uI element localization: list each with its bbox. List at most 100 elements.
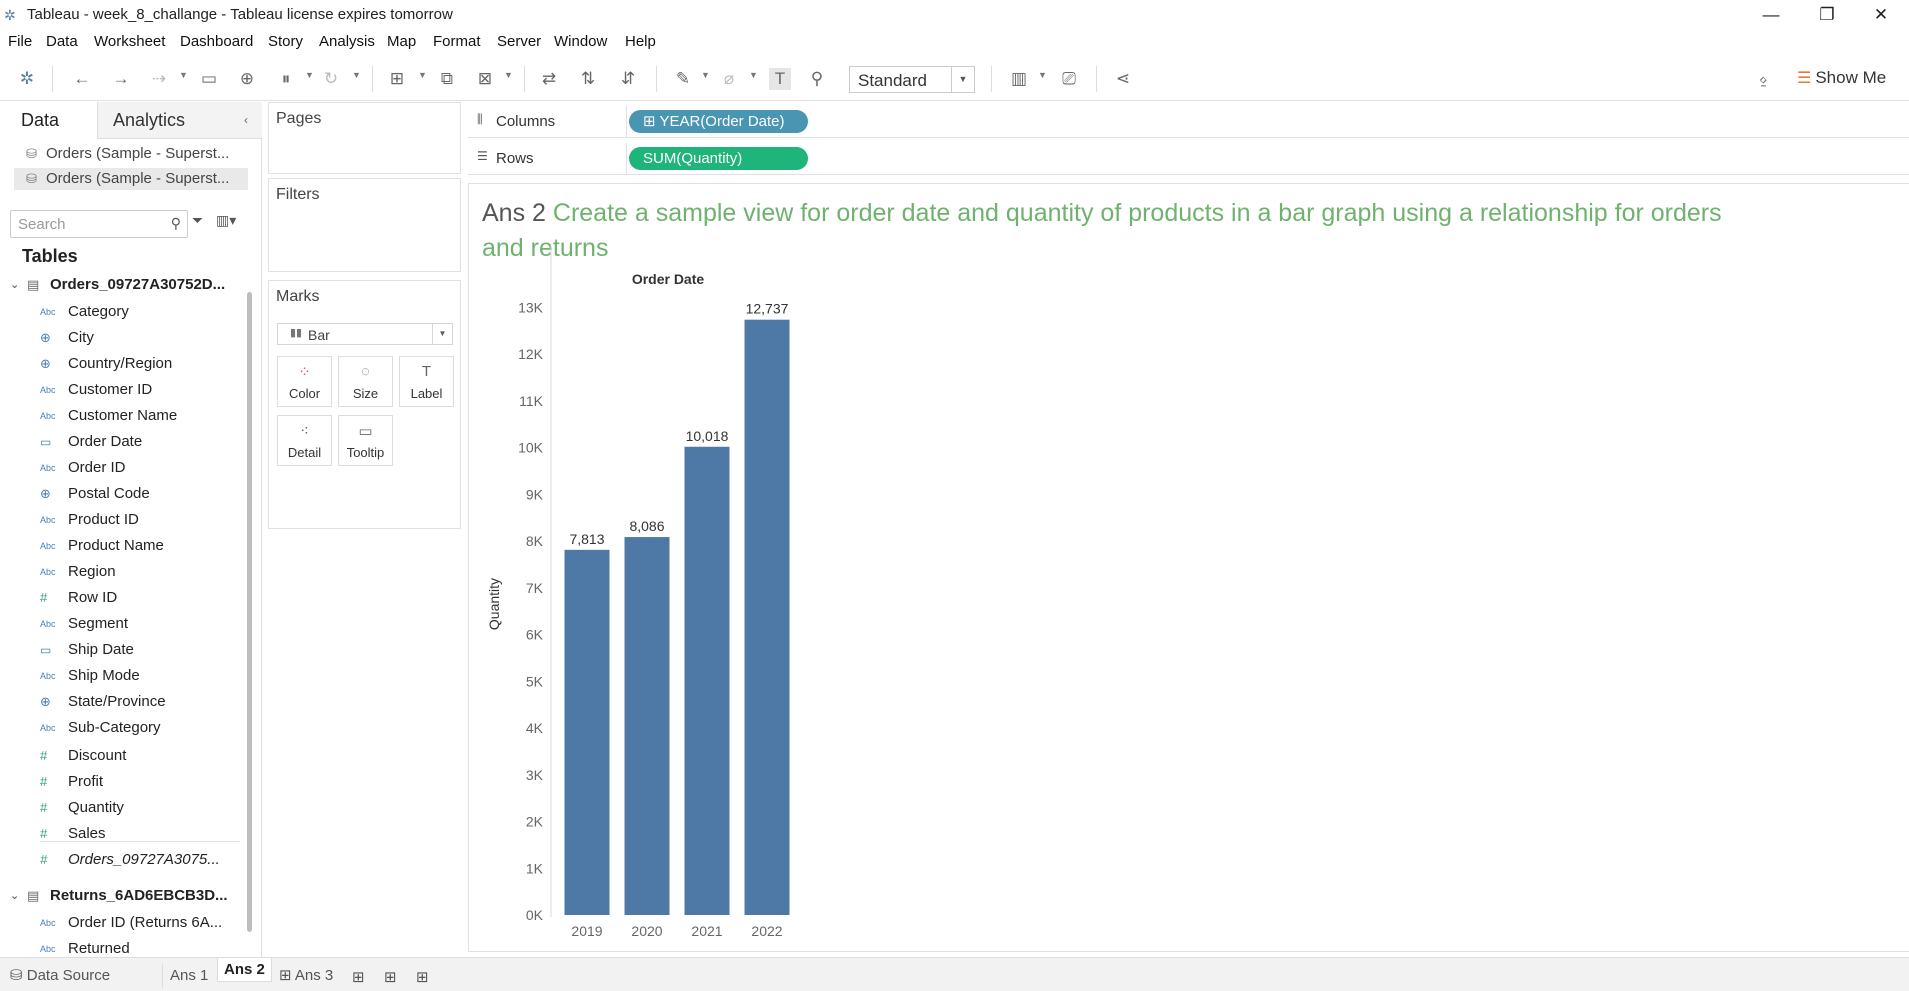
field-item[interactable]: # Quantity: [40, 797, 240, 819]
filters-card[interactable]: Filters: [268, 178, 461, 272]
show-mark-labels-icon[interactable]: T: [769, 68, 791, 90]
new-worksheet-icon[interactable]: ⊞: [352, 969, 365, 986]
table-header-returns[interactable]: ⌄ ▤ Returns_6AD6EBCB3D...: [10, 885, 242, 907]
new-story-icon[interactable]: ⊞: [416, 969, 429, 986]
field-item[interactable]: Abc Product Name: [40, 535, 240, 557]
view-options-icon[interactable]: ▥▾: [216, 212, 237, 228]
chevron-down-icon[interactable]: ▼: [418, 70, 427, 80]
size-button[interactable]: ◌ Size: [338, 356, 393, 407]
field-item[interactable]: Abc Sub-Category: [40, 717, 240, 739]
ask-data-icon[interactable]: ⍚: [1758, 69, 1770, 88]
field-item[interactable]: Abc Customer ID: [40, 379, 240, 401]
fit-select[interactable]: Standard ▼: [849, 66, 975, 93]
pages-card[interactable]: Pages: [268, 102, 461, 174]
restore-button[interactable]: ❐: [1819, 5, 1835, 24]
menu-file[interactable]: File: [8, 33, 33, 50]
menu-format[interactable]: Format: [433, 33, 481, 50]
redo-icon[interactable]: →: [112, 69, 130, 88]
field-item[interactable]: # Discount: [40, 745, 240, 767]
menu-window[interactable]: Window: [554, 33, 608, 50]
new-worksheet-icon[interactable]: ⊞: [389, 69, 405, 88]
save-icon[interactable]: ▭: [200, 69, 218, 88]
chevron-down-icon[interactable]: ▼: [179, 70, 188, 80]
menu-analysis[interactable]: Analysis: [319, 33, 375, 50]
tab-data[interactable]: Data: [0, 102, 98, 139]
chevron-down-icon[interactable]: ▼: [701, 70, 710, 80]
group-members-icon[interactable]: ⌀: [723, 69, 735, 88]
detail-button[interactable]: ⁖ Detail: [277, 415, 332, 466]
chevron-down-icon[interactable]: ▼: [305, 70, 314, 80]
chevron-down-icon[interactable]: ▼: [749, 70, 758, 80]
highlight-icon[interactable]: ✎: [675, 69, 691, 88]
field-item[interactable]: Abc Order ID: [40, 457, 240, 479]
columns-pill[interactable]: ⊞ YEAR(Order Date): [629, 110, 808, 133]
pause-updates-icon[interactable]: ⏸: [281, 69, 291, 88]
undo-icon[interactable]: ←: [73, 69, 91, 88]
field-item[interactable]: ▭ Order Date: [40, 431, 240, 453]
chevron-down-icon[interactable]: ▼: [352, 70, 361, 80]
close-button[interactable]: ✕: [1873, 5, 1889, 24]
data-source-item[interactable]: ⛁ Orders (Sample - Superst...: [14, 143, 248, 165]
chevron-down-icon[interactable]: ▼: [1038, 70, 1047, 80]
new-dashboard-icon[interactable]: ⊞: [384, 969, 397, 986]
field-item[interactable]: Abc Ship Mode: [40, 665, 240, 687]
tab-data-source[interactable]: ⛁ Data Source: [10, 964, 110, 988]
menu-map[interactable]: Map: [387, 33, 417, 50]
rows-pill[interactable]: SUM(Quantity): [629, 147, 808, 170]
tooltip-button[interactable]: ▭ Tooltip: [338, 415, 393, 466]
menu-worksheet[interactable]: Worksheet: [94, 33, 166, 50]
sort-ascending-icon[interactable]: ⇅: [580, 69, 596, 88]
field-item[interactable]: Abc Customer Name: [40, 405, 240, 427]
label-button[interactable]: T Label: [399, 356, 454, 407]
presentation-mode-icon[interactable]: ⎚: [1062, 69, 1076, 88]
show-cards-icon[interactable]: ▥: [1010, 69, 1028, 88]
minimize-button[interactable]: —: [1762, 5, 1780, 24]
field-item[interactable]: ⊕ Postal Code: [40, 483, 240, 505]
fix-axes-icon[interactable]: ⚲: [810, 69, 824, 88]
menu-help[interactable]: Help: [625, 33, 656, 50]
clear-sheet-icon[interactable]: ⊠: [477, 69, 493, 88]
sort-descending-icon[interactable]: ⇵: [620, 69, 636, 88]
share-icon[interactable]: ⋖: [1115, 69, 1131, 88]
field-item[interactable]: ⊕ City: [40, 327, 240, 349]
field-item[interactable]: Abc Order ID (Returns 6A...: [40, 912, 240, 934]
field-item[interactable]: ▭ Ship Date: [40, 639, 240, 661]
field-item[interactable]: Abc Segment: [40, 613, 240, 635]
chevron-down-icon[interactable]: ▼: [504, 70, 513, 80]
field-item[interactable]: Abc Region: [40, 561, 240, 583]
field-item[interactable]: Abc Returned: [40, 938, 240, 956]
tab-analytics[interactable]: Analytics: [98, 102, 262, 139]
tab-ans-2[interactable]: Ans 2: [217, 958, 272, 982]
field-item[interactable]: ⊕ Country/Region: [40, 353, 240, 375]
menu-story[interactable]: Story: [268, 33, 304, 50]
field-item[interactable]: # Sales: [40, 823, 240, 845]
duplicate-sheet-icon[interactable]: ⧉: [440, 69, 454, 88]
tableau-home-icon[interactable]: ✲: [19, 69, 35, 88]
columns-shelf[interactable]: ⫼ Columns ⊞ YEAR(Order Date): [468, 106, 1909, 138]
field-item[interactable]: Abc Product ID: [40, 509, 240, 531]
table-header-orders[interactable]: ⌄ ▤ Orders_09727A30752D...: [10, 274, 242, 296]
replay-icon[interactable]: ⇢: [151, 69, 167, 88]
refresh-icon[interactable]: ↻: [323, 69, 339, 88]
swap-rows-columns-icon[interactable]: ⇄: [541, 69, 557, 88]
menu-data[interactable]: Data: [46, 33, 78, 50]
field-item[interactable]: Abc Category: [40, 301, 240, 323]
field-item[interactable]: # Profit: [40, 771, 240, 793]
tab-ans-1[interactable]: Ans 1: [170, 967, 209, 984]
menu-server[interactable]: Server: [497, 33, 542, 50]
color-button[interactable]: ⁘ Color: [277, 356, 332, 407]
data-source-item-selected[interactable]: ⛁ Orders (Sample - Superst...: [14, 168, 248, 190]
filter-icon[interactable]: ⏷: [192, 212, 204, 228]
field-item[interactable]: ⊕ State/Province: [40, 691, 240, 713]
data-pane-scrollbar[interactable]: [247, 292, 252, 932]
collapse-pane-icon[interactable]: ‹: [244, 113, 248, 127]
show-me-button[interactable]: ☰ Show Me: [1797, 68, 1886, 88]
menu-dashboard[interactable]: Dashboard: [180, 33, 254, 50]
new-data-source-icon[interactable]: ⊕: [239, 69, 255, 88]
field-item[interactable]: # Orders_09727A3075...: [40, 849, 240, 871]
tab-ans-3[interactable]: ⊞ Ans 3: [279, 964, 333, 988]
field-item[interactable]: # Row ID: [40, 587, 240, 609]
rows-shelf[interactable]: ☰ Rows SUM(Quantity): [468, 143, 1909, 175]
search-input[interactable]: Search ⚲: [10, 210, 188, 238]
mark-type-select[interactable]: ▮▮ Bar ▼: [277, 323, 453, 345]
